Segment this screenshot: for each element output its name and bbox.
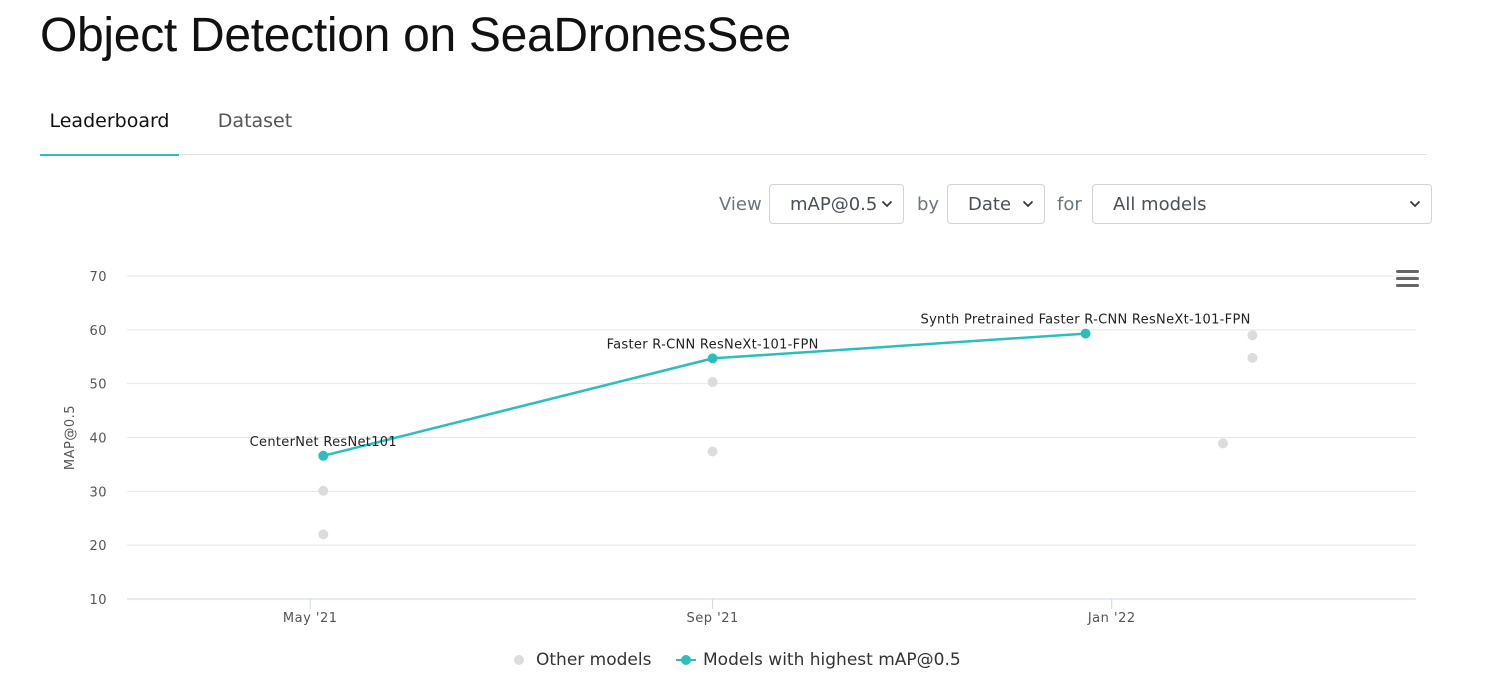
group-by-select[interactable]: Date [947, 184, 1045, 224]
best-model-point [318, 450, 329, 461]
y-tick-label: 70 [89, 270, 107, 285]
x-tick-label: Jan '22 [1087, 611, 1136, 626]
y-tick-label: 20 [89, 539, 107, 554]
tab-leaderboard[interactable]: Leaderboard [40, 96, 179, 156]
hamburger-menu-icon[interactable] [1396, 269, 1419, 289]
group-by-select-value: Date [968, 194, 1012, 215]
for-label: for [1057, 194, 1082, 215]
leaderboard-chart: 10 20 30 40 50 60 70 May '21 Sep '21 Jan '22 MAP@0… [63, 270, 1416, 626]
y-tick-label: 60 [89, 324, 107, 339]
page-title: Object Detection on SeaDronesSee [40, 9, 791, 62]
data-label: Synth Pretrained Faster R-CNN ResNeXt-10… [921, 313, 1251, 328]
legend-label: Models with highest mAP@0.5 [703, 650, 961, 670]
other-model-point [707, 377, 718, 388]
chart-controls: View mAP@0.5 by Date for All models [0, 184, 1485, 226]
by-label: by [917, 194, 940, 215]
legend-label: Other models [536, 650, 652, 670]
chevron-down-icon [881, 200, 893, 208]
data-label: CenterNet ResNet101 [250, 435, 397, 450]
chevron-down-icon [1409, 200, 1421, 208]
legend-marker-line-icon [676, 655, 696, 665]
metric-select[interactable]: mAP@0.5 [769, 184, 904, 224]
other-model-point [707, 446, 718, 457]
tab-bar: Leaderboard Dataset [40, 96, 1427, 156]
other-model-point [1217, 438, 1228, 449]
chart-legend: Other models Models with highest mAP@0.5 [0, 648, 1485, 672]
metric-select-value: mAP@0.5 [790, 194, 878, 215]
legend-marker-circle-icon [514, 655, 524, 665]
x-tick-label: Sep '21 [686, 611, 738, 626]
other-model-point [1247, 330, 1258, 341]
other-model-point [1247, 352, 1258, 363]
other-model-point [318, 529, 329, 540]
chevron-down-icon [1022, 200, 1034, 208]
y-tick-label: 50 [89, 378, 107, 393]
model-filter-select[interactable]: All models [1092, 184, 1432, 224]
model-filter-select-value: All models [1113, 194, 1207, 215]
x-tick-label: May '21 [283, 611, 338, 626]
other-model-point [318, 485, 329, 496]
y-axis-title: MAP@0.5 [63, 405, 78, 470]
y-tick-label: 40 [89, 432, 107, 447]
view-label: View [719, 194, 762, 215]
y-tick-label: 30 [89, 485, 107, 500]
best-model-point [707, 353, 718, 364]
data-label: Faster R-CNN ResNeXt-101-FPN [607, 337, 819, 352]
y-tick-label: 10 [89, 593, 107, 608]
tab-dataset[interactable]: Dataset [217, 110, 293, 132]
best-model-point [1080, 328, 1091, 339]
